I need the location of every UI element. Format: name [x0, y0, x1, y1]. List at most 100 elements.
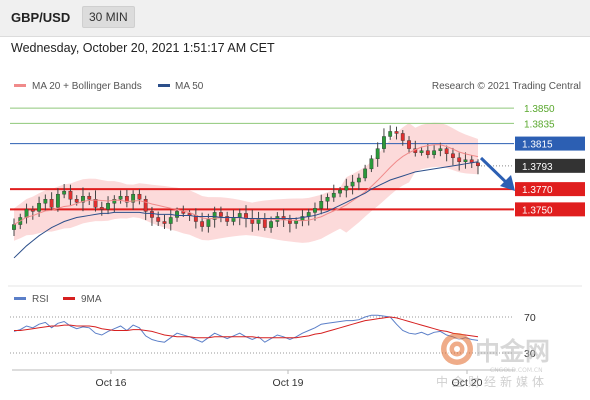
bearish-candle — [87, 196, 92, 200]
bullish-candle — [388, 131, 393, 137]
bullish-candle — [237, 213, 242, 218]
bullish-candle — [325, 197, 330, 202]
watermark-logo: 中金网 CNGOLD.COM.CN 中金财经新媒体 — [436, 333, 550, 389]
rsi-level-label: 30 — [524, 348, 536, 360]
x-tick-label: Oct 19 — [273, 377, 304, 389]
bearish-candle — [457, 157, 462, 162]
rsi-line — [13, 314, 479, 343]
bullish-candle — [62, 190, 67, 195]
bullish-candle — [382, 136, 386, 149]
bullish-candle — [81, 196, 85, 203]
x-tick-label: Oct 20 — [452, 377, 483, 389]
bearish-candle — [99, 207, 104, 210]
last-price-label: 1.3793 — [522, 162, 553, 173]
bullish-candle — [106, 203, 110, 210]
forecast-arrow — [479, 156, 515, 191]
bearish-candle — [407, 140, 411, 149]
legend-rsi: RSI — [32, 294, 49, 305]
bearish-candle — [281, 216, 286, 220]
ma50-line — [13, 161, 479, 259]
bearish-candle — [425, 150, 430, 155]
bearish-candle — [287, 219, 292, 224]
bullish-candle — [256, 219, 261, 224]
bearish-candle — [400, 133, 405, 141]
legend-ma50: MA 50 — [175, 81, 204, 92]
bullish-candle — [212, 212, 217, 220]
bearish-candle — [476, 162, 480, 167]
bearish-candle — [143, 199, 148, 212]
bullish-candle — [175, 211, 179, 218]
bearish-candle — [124, 196, 129, 203]
timeframe-button[interactable]: 30 MIN — [82, 6, 135, 28]
support-tag — [515, 182, 585, 197]
bullish-candle — [331, 192, 336, 198]
bullish-candle — [275, 216, 280, 222]
bullish-candle — [338, 189, 342, 194]
bullish-candle — [168, 217, 173, 224]
bullish-candle — [269, 221, 273, 228]
bearish-candle — [444, 148, 449, 154]
bearish-candle — [30, 209, 35, 212]
bullish-candle — [131, 193, 136, 203]
bullish-candle — [356, 177, 361, 183]
bullish-candle — [375, 148, 380, 159]
bullish-candle — [112, 199, 117, 204]
svg-text:中金网: 中金网 — [475, 337, 550, 366]
toolbar: GBP/USD 30 MIN — [0, 0, 590, 37]
legend-swatch-9ma — [63, 297, 75, 300]
bullish-candle — [55, 193, 60, 208]
resistance-label: 1.3835 — [524, 119, 555, 130]
svg-text:中金财经新媒体: 中金财经新媒体 — [436, 374, 548, 389]
bearish-candle — [74, 199, 79, 203]
bullish-candle — [350, 181, 355, 187]
bullish-candle — [118, 196, 123, 200]
credit-text: Research © 2021 Trading Central — [432, 81, 581, 92]
bearish-candle — [219, 212, 223, 217]
rsi-9ma-line — [14, 316, 479, 339]
bearish-candle — [68, 190, 73, 200]
bullish-candle — [344, 185, 349, 191]
support-tag — [515, 202, 585, 217]
bullish-candle — [319, 201, 324, 209]
bearish-candle — [451, 153, 455, 158]
rsi-level-label: 70 — [524, 312, 536, 324]
support-label: 1.3750 — [522, 205, 553, 216]
legend-swatch-ma50 — [158, 84, 170, 87]
pivot-label: 1.3815 — [522, 140, 553, 151]
bullish-candle — [206, 219, 211, 227]
support-label: 1.3770 — [522, 185, 553, 196]
bearish-candle — [150, 211, 154, 218]
bearish-candle — [93, 199, 98, 208]
x-tick-label: Oct 16 — [96, 377, 127, 389]
bullish-candle — [43, 199, 48, 204]
bearish-candle — [262, 219, 267, 228]
legend-swatch-rsi — [14, 297, 26, 300]
legend-ma-bollinger: MA 20 + Bollinger Bands — [32, 81, 142, 92]
bearish-candle — [394, 131, 399, 134]
bearish-candle — [156, 217, 161, 222]
bearish-candle — [200, 221, 205, 227]
bullish-candle — [313, 208, 317, 213]
resistance-label: 1.3850 — [524, 104, 555, 115]
bullish-candle — [432, 150, 437, 155]
pivot-tag — [515, 136, 585, 151]
bullish-candle — [24, 209, 29, 218]
bullish-candle — [363, 168, 368, 179]
bullish-candle — [12, 224, 16, 230]
legend-9ma: 9MA — [81, 294, 102, 305]
bearish-candle — [49, 199, 54, 208]
legend-swatch-ma20 — [14, 84, 26, 87]
bullish-candle — [37, 203, 41, 212]
bearish-candle — [162, 221, 167, 224]
svg-text:CNGOLD.COM.CN: CNGOLD.COM.CN — [490, 367, 543, 374]
instrument-symbol: GBP/USD — [11, 10, 71, 25]
bullish-candle — [463, 159, 468, 162]
bullish-candle — [419, 150, 424, 153]
bearish-candle — [137, 193, 142, 200]
bearish-candle — [225, 216, 230, 222]
bullish-candle — [369, 158, 374, 170]
bullish-candle — [438, 148, 443, 151]
last-price-tag — [515, 158, 585, 173]
chart-datetime: Wednesday, October 20, 2021 1:51:17 AM C… — [11, 41, 275, 55]
